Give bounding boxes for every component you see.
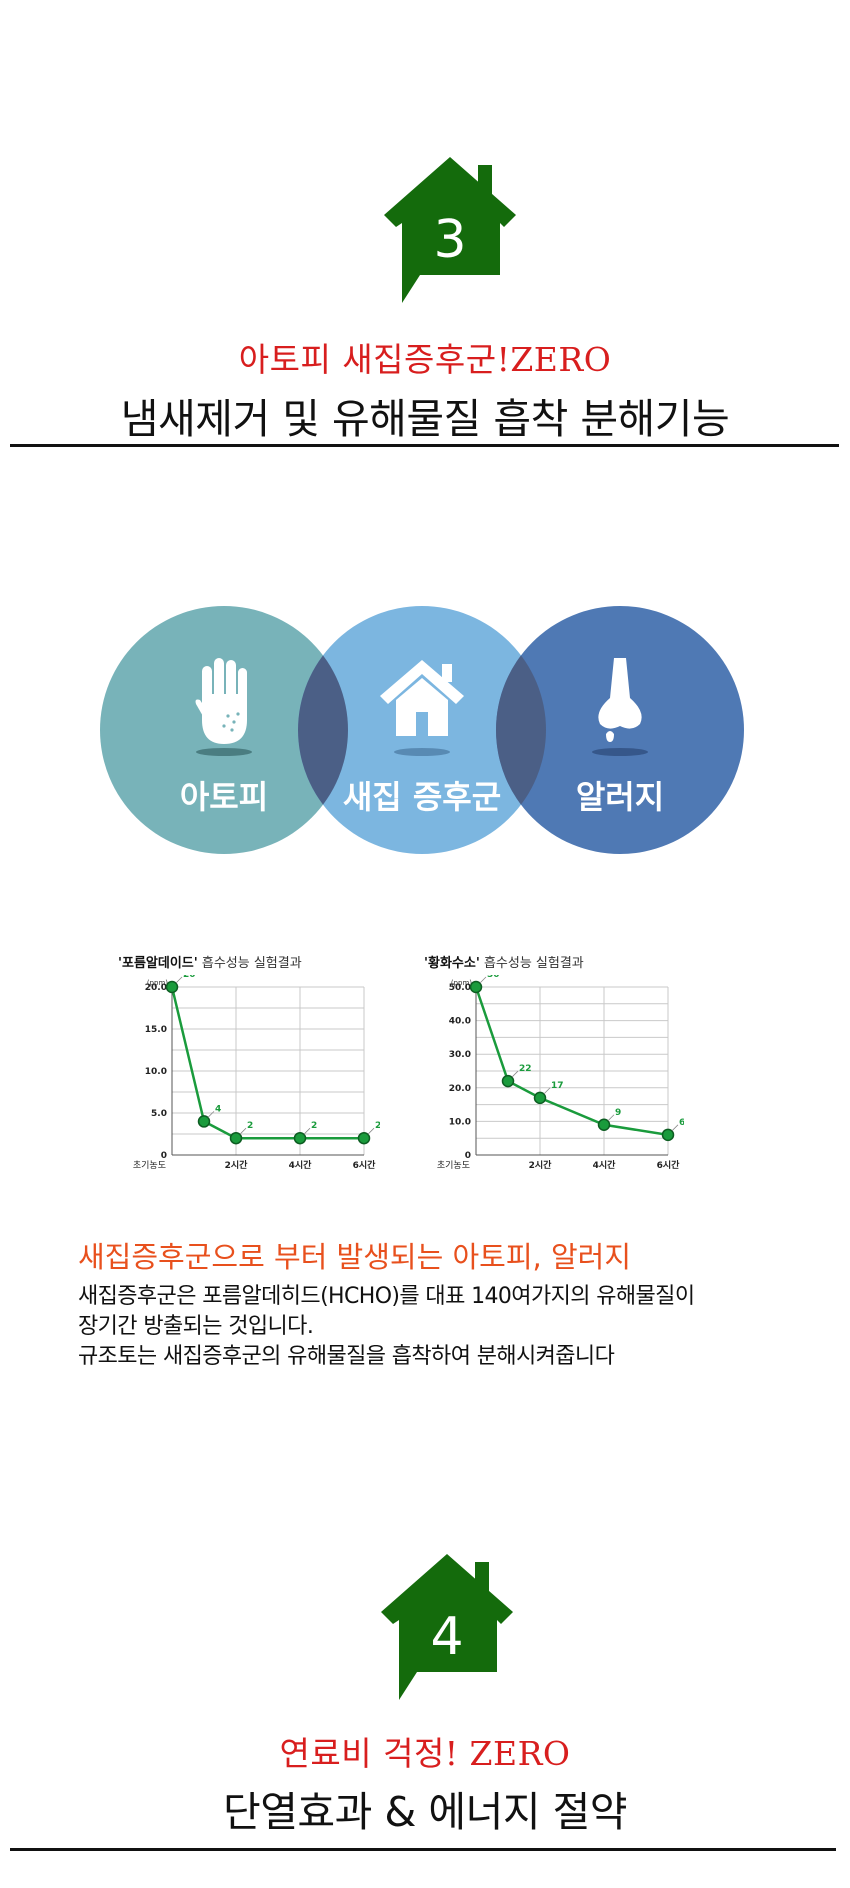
chart-data-label: 2 bbox=[375, 1121, 380, 1131]
venn-label-sickhouse: 새집 증후군 bbox=[342, 778, 502, 816]
chart-y-tick-label: 20.0 bbox=[449, 1084, 471, 1094]
chart-data-label: 17 bbox=[551, 1081, 564, 1091]
note-line-2: 장기간 방출되는 것입니다. bbox=[78, 1314, 314, 1339]
chart-x-tick-label: 초기농도 bbox=[437, 1160, 470, 1171]
chart-label-leader bbox=[671, 1124, 679, 1132]
venn-circle-allergy bbox=[496, 606, 744, 854]
chart-y-tick-label: 30.0 bbox=[449, 1050, 471, 1060]
chart-data-label: 4 bbox=[215, 1104, 221, 1114]
chart-formaldehyde: (ppm) 0 5.0 10.0 15.0 20.0 초기농도 2시간 4시간 6시간 20 4 2 2 2 bbox=[133, 975, 380, 1171]
chart-y-tick-label: 0 bbox=[465, 1151, 471, 1161]
house-icon-white bbox=[380, 660, 464, 736]
chart-series-line bbox=[170, 986, 364, 1140]
section3-title: 냄새제거 및 유해물질 흡착 분해기능 bbox=[120, 395, 730, 443]
chart-data-label: 9 bbox=[615, 1108, 621, 1118]
chart-label-leader bbox=[607, 1114, 615, 1122]
section4-number: 4 bbox=[430, 1607, 463, 1667]
section4-title-red: 연료비 걱정! ZERO bbox=[279, 1734, 571, 1773]
chart-point bbox=[357, 1131, 371, 1145]
chart-label-leader bbox=[207, 1111, 215, 1118]
venn-label-allergy: 알러지 bbox=[575, 778, 665, 816]
section4-divider bbox=[10, 1848, 836, 1851]
chart2-title: '황화수소' 흡수성능 실험결과 bbox=[424, 956, 584, 971]
chart-point bbox=[293, 1131, 307, 1145]
chart-y-tick-label: 15.0 bbox=[145, 1025, 167, 1035]
chart-data-label: 22 bbox=[519, 1064, 532, 1074]
chart-label-leader bbox=[511, 1070, 519, 1078]
chart-data-label: 2 bbox=[311, 1121, 317, 1131]
chart-x-tick-label: 초기농도 bbox=[133, 1160, 166, 1171]
chart-y-tick-label: 50.0 bbox=[449, 983, 471, 993]
chart-x-tick-label: 2시간 bbox=[529, 1159, 553, 1171]
chart-point bbox=[469, 980, 483, 994]
note-line-3: 규조토는 새집증후군의 유해물질을 흡착하여 분해시켜줍니다 bbox=[78, 1344, 615, 1369]
chart-hydrogen-sulfide: (ppm) 0 10.0 20.0 30.0 40.0 50.0 초기농도 2시간 4시간 6시간 5… bbox=[437, 975, 684, 1171]
chart-x-tick-label: 4시간 bbox=[593, 1159, 617, 1171]
chart-point bbox=[533, 1091, 547, 1105]
chart-y-tick-label: 40.0 bbox=[449, 1017, 471, 1027]
chart-x-tick-label: 4시간 bbox=[289, 1159, 313, 1171]
chart-x-tick-label: 6시간 bbox=[657, 1159, 681, 1171]
chart-x-tick-label: 6시간 bbox=[353, 1159, 377, 1171]
chart-x-tick-label: 2시간 bbox=[225, 1159, 249, 1171]
chart-y-tick-label: 5.0 bbox=[151, 1109, 167, 1119]
chart-series-line bbox=[474, 986, 669, 1137]
chart-label-leader bbox=[303, 1127, 311, 1135]
chart-point bbox=[165, 980, 179, 994]
chart-point bbox=[597, 1118, 611, 1132]
chart-label-leader bbox=[543, 1087, 551, 1095]
section3-number: 3 bbox=[433, 210, 466, 270]
chart-y-tick-label: 20.0 bbox=[145, 983, 167, 993]
chart-data-label: 20 bbox=[183, 975, 196, 980]
venn-label-atopy: 아토피 bbox=[179, 778, 269, 816]
chart-point bbox=[197, 1115, 211, 1128]
section4-title: 단열효과 & 에너지 절약 bbox=[222, 1788, 628, 1836]
chart-unit: (ppm) bbox=[451, 979, 472, 987]
hand-icon bbox=[195, 658, 247, 744]
chart-y-tick-label: 0 bbox=[161, 1151, 167, 1161]
chart-label-leader bbox=[175, 976, 183, 984]
chart-label-leader bbox=[239, 1127, 247, 1135]
chart-y-tick-label: 10.0 bbox=[145, 1067, 167, 1077]
section3-title-red: 아토피 새집증후군!ZERO bbox=[238, 340, 612, 379]
note-line-1: 새집증후군은 포름알데히드(HCHO)를 대표 140여가지의 유해물질이 bbox=[78, 1284, 695, 1309]
chart-point bbox=[229, 1131, 243, 1145]
chart-label-leader bbox=[479, 976, 487, 984]
nose-icon bbox=[598, 658, 642, 742]
house-icon: 4 bbox=[381, 1554, 513, 1700]
chart-data-label: 2 bbox=[247, 1121, 253, 1131]
chart-data-label: 50 bbox=[487, 975, 500, 980]
chart-unit: (ppm) bbox=[147, 979, 168, 987]
house-icon: 3 bbox=[384, 157, 516, 303]
chart-point bbox=[501, 1074, 515, 1088]
note-headline: 새집증후군으로 부터 발생되는 아토피, 알러지 bbox=[78, 1240, 632, 1274]
venn-diagram bbox=[100, 606, 744, 854]
chart-y-tick-label: 10.0 bbox=[449, 1117, 471, 1127]
section3-divider bbox=[10, 444, 839, 447]
chart-data-label: 6 bbox=[679, 1118, 684, 1128]
chart-point bbox=[661, 1128, 675, 1142]
chart-label-leader bbox=[367, 1127, 375, 1135]
chart1-title: '포름알데이드' 흡수성능 실험결과 bbox=[118, 956, 302, 971]
